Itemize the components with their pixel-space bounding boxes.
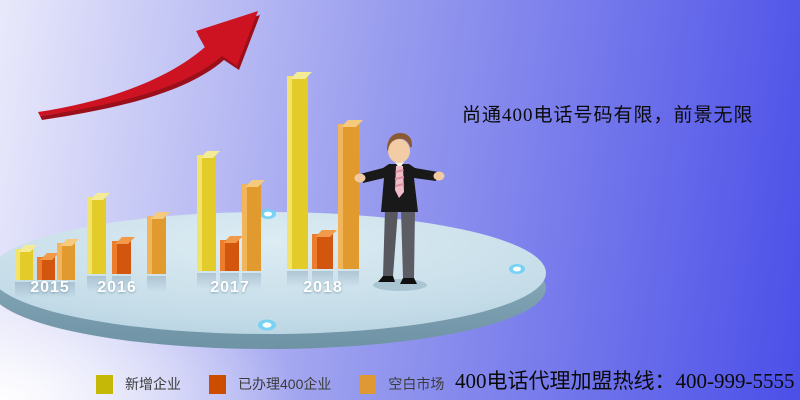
glow-dot	[260, 209, 276, 219]
businessman-illustration	[354, 133, 445, 291]
headline-text: 尚通400电话号码有限，前景无限	[462, 105, 754, 126]
bar-front-face	[152, 216, 166, 274]
bar-已办理400企业-2015	[37, 253, 59, 280]
person-hand	[354, 173, 366, 183]
person-collar	[395, 162, 404, 169]
bar-已办理400企业-2016	[112, 237, 135, 274]
person-hair	[387, 133, 412, 151]
bar-reflection	[242, 273, 261, 289]
bar-side-face	[15, 249, 20, 280]
bar-front-face	[117, 241, 131, 274]
legend-item-0: 新增企业	[96, 374, 181, 394]
bar-reflection	[87, 276, 106, 292]
legend-item-1: 已办理400企业	[209, 374, 331, 394]
legend-label: 空白市场	[388, 376, 445, 392]
bar-side-face	[220, 240, 225, 271]
bar-新增企业-2017	[197, 151, 220, 271]
bar-reflection	[112, 276, 131, 292]
bar-front-face	[202, 155, 216, 271]
growth-arrow-icon	[38, 11, 260, 120]
bar-新增企业-2018	[287, 72, 312, 269]
bar-side-face	[147, 216, 152, 274]
bar-side-face	[37, 257, 42, 280]
bar-空白市场-2017	[242, 180, 265, 271]
year-label-2015: 2015	[30, 279, 70, 296]
person-head	[388, 139, 410, 163]
legend-item-2: 空白市场	[359, 374, 444, 394]
bar-已办理400企业-2018	[312, 230, 337, 269]
bar-已办理400企业-2017	[220, 236, 243, 271]
bar-front-face	[20, 249, 33, 280]
bar-reflection	[37, 282, 55, 298]
chart-legend: 新增企业 已办理400企业 空白市场	[96, 374, 472, 394]
person-shoes	[400, 278, 417, 284]
bar-front-face	[42, 257, 55, 280]
bar-top-face	[200, 151, 220, 158]
person-legs	[383, 210, 398, 276]
bar-front-face	[92, 197, 106, 274]
legend-swatch	[359, 374, 377, 394]
bar-reflection	[57, 282, 75, 298]
legend-label: 已办理400企业	[238, 376, 332, 392]
bar-新增企业-2015	[15, 245, 37, 280]
bar-side-face	[287, 76, 292, 269]
person-tie	[395, 166, 404, 198]
hotline-text: 400电话代理加盟热线：400-999-5555	[455, 369, 795, 393]
bar-front-face	[247, 184, 261, 271]
legend-swatch	[96, 374, 113, 394]
bar-top-face	[290, 72, 312, 79]
year-label-2017: 2017	[210, 279, 250, 296]
bar-side-face	[112, 241, 117, 274]
bar-reflection	[197, 273, 216, 289]
bar-reflection	[220, 273, 239, 289]
bar-front-face	[343, 124, 359, 269]
person-hand	[433, 171, 445, 181]
glow-dot	[258, 319, 276, 331]
bar-top-face	[245, 180, 265, 187]
bar-reflection	[338, 271, 359, 287]
legend-swatch	[209, 374, 226, 394]
bar-reflection	[147, 276, 166, 292]
bar-side-face	[197, 155, 202, 271]
bar-reflection	[312, 271, 333, 287]
bar-top-face	[341, 120, 363, 127]
bar-front-face	[317, 234, 333, 269]
bar-空白市场-2015	[57, 239, 79, 280]
bar-front-face	[62, 243, 75, 280]
bar-新增企业-2016	[87, 193, 110, 274]
bar-reflection	[287, 271, 308, 287]
bar-front-face	[292, 76, 308, 269]
bar-空白市场-2016	[147, 212, 170, 274]
bar-side-face	[312, 234, 317, 269]
bar-reflection	[15, 282, 33, 298]
bar-空白市场-2018	[338, 120, 363, 269]
bar-side-face	[338, 124, 343, 269]
person-legs	[401, 210, 415, 278]
year-label-2018: 2018	[303, 279, 343, 296]
platform-disc	[0, 209, 546, 349]
bar-front-face	[225, 240, 239, 271]
bar-top-face	[90, 193, 110, 200]
bar-side-face	[242, 184, 247, 271]
bar-side-face	[87, 197, 92, 274]
legend-label: 新增企业	[125, 376, 181, 392]
glow-dot	[509, 264, 525, 274]
bar-side-face	[57, 243, 62, 280]
person-shoes	[378, 276, 395, 282]
year-label-2016: 2016	[97, 279, 137, 296]
